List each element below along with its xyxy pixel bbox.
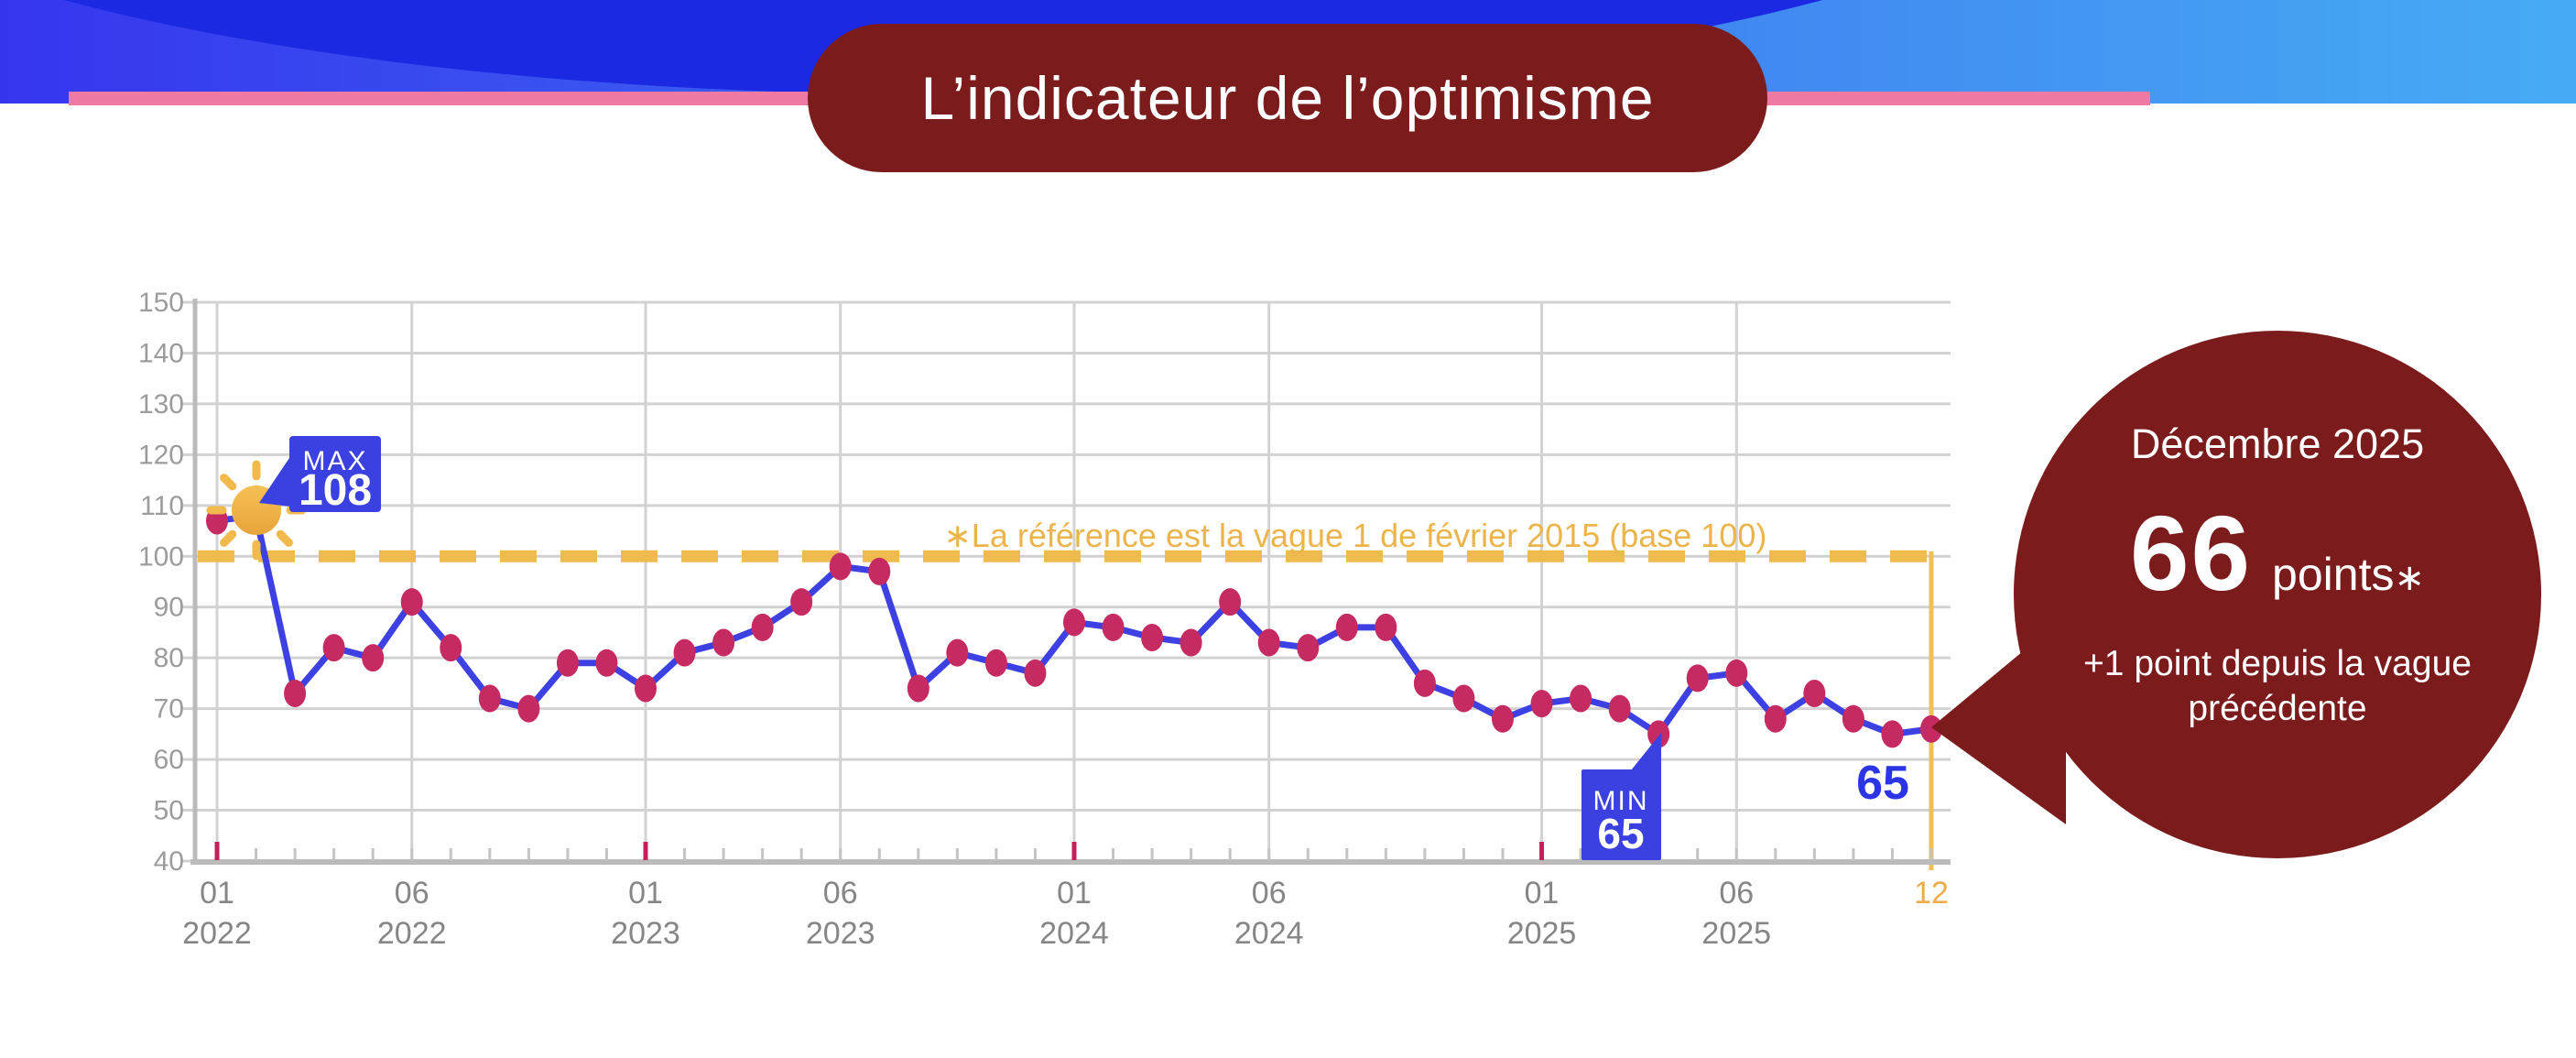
x-axis-month-label: 12 xyxy=(1914,876,1949,911)
axis-labels: 150 140 130 120 110 100 90 80 70 60 50 40 01 2022 06 20… xyxy=(138,288,1949,951)
data-point xyxy=(284,680,307,707)
data-point xyxy=(1335,613,1358,641)
data-point xyxy=(946,638,969,667)
data-point xyxy=(1530,690,1553,718)
data-point xyxy=(556,649,579,677)
data-point xyxy=(790,588,813,616)
data-point xyxy=(673,638,696,667)
x-axis-month-label: 01 xyxy=(200,876,234,911)
max-badge-value: 108 xyxy=(299,466,372,515)
result-callout-bubble: Décembre 2025 66 points∗ +1 point depuis… xyxy=(2014,331,2541,858)
data-point xyxy=(829,552,852,581)
x-axis-year-label: 2022 xyxy=(377,916,447,951)
data-point xyxy=(1375,613,1397,641)
data-point xyxy=(1257,628,1280,657)
data-point xyxy=(1570,684,1592,713)
data-point xyxy=(1024,659,1047,687)
slide-title: L’indicateur de l’optimisme xyxy=(920,64,1655,132)
min-badge: MIN 65 xyxy=(1581,733,1661,860)
data-point xyxy=(1686,664,1709,693)
data-point xyxy=(1219,588,1242,616)
x-axis-month-label: 01 xyxy=(1525,876,1560,911)
data-point xyxy=(595,649,618,677)
x-axis-year-label: 2025 xyxy=(1507,916,1577,951)
data-point xyxy=(1179,628,1202,657)
data-point xyxy=(1413,669,1436,697)
min-badge-label: MIN xyxy=(1593,786,1649,816)
data-series xyxy=(206,507,1942,748)
callout-value: 66 xyxy=(2130,494,2253,614)
data-point xyxy=(907,674,929,703)
x-axis-month-label: 06 xyxy=(1719,876,1754,911)
data-point xyxy=(400,588,423,616)
data-point xyxy=(440,634,462,662)
x-axis-month-label: 01 xyxy=(1057,876,1092,911)
y-axis-tick-label: 120 xyxy=(138,440,184,470)
data-point xyxy=(1647,720,1670,748)
data-point xyxy=(634,674,657,703)
y-axis-tick-label: 80 xyxy=(154,643,184,673)
data-point xyxy=(1842,704,1864,733)
data-point xyxy=(1102,613,1125,641)
x-axis-year-label: 2022 xyxy=(182,916,252,951)
data-point xyxy=(322,634,345,662)
y-axis-tick-label: 40 xyxy=(154,846,184,877)
data-point xyxy=(1803,680,1826,707)
data-point xyxy=(1452,684,1475,713)
axes xyxy=(190,299,1951,870)
x-axis-year-label: 2023 xyxy=(806,916,875,951)
x-axis-month-label: 06 xyxy=(1252,876,1287,911)
data-point xyxy=(712,628,735,657)
data-point xyxy=(362,644,385,672)
previous-wave-value-label: 65 xyxy=(1856,757,1909,810)
y-axis-tick-label: 100 xyxy=(138,541,184,572)
x-axis-month-label: 06 xyxy=(823,876,858,911)
data-point xyxy=(1141,624,1164,651)
y-axis-tick-label: 60 xyxy=(154,745,184,775)
data-point xyxy=(868,557,891,585)
data-point xyxy=(751,613,774,641)
data-point xyxy=(517,694,540,723)
callout-unit: points∗ xyxy=(2272,549,2425,601)
y-axis-tick-label: 150 xyxy=(138,288,184,318)
data-point xyxy=(984,649,1007,677)
y-axis-tick-label: 130 xyxy=(138,389,184,420)
callout-value-row: 66 points∗ xyxy=(2130,492,2425,615)
y-axis-tick-label: 110 xyxy=(140,491,184,521)
x-axis-year-label: 2024 xyxy=(1234,916,1304,951)
data-point xyxy=(1725,659,1748,687)
y-axis-tick-label: 90 xyxy=(154,593,184,623)
x-axis-year-label: 2024 xyxy=(1039,916,1109,951)
data-point xyxy=(1297,634,1320,662)
data-point xyxy=(1608,694,1631,723)
x-axis-year-label: 2025 xyxy=(1701,916,1771,951)
y-axis-tick-label: 70 xyxy=(154,694,184,725)
x-axis-month-label: 01 xyxy=(628,876,663,911)
min-badge-value: 65 xyxy=(1597,810,1644,857)
data-point xyxy=(1491,704,1514,733)
x-axis-year-label: 2023 xyxy=(611,916,680,951)
callout-delta: +1 point depuis la vague précédente xyxy=(2083,644,2472,728)
x-axis-month-label: 06 xyxy=(395,876,429,911)
data-point xyxy=(478,684,501,713)
data-point xyxy=(1062,608,1085,637)
callout-date: Décembre 2025 xyxy=(2130,420,2425,468)
data-point xyxy=(1919,714,1942,743)
slide-title-capsule: L’indicateur de l’optimisme xyxy=(808,24,1767,172)
y-axis-tick-label: 140 xyxy=(138,338,184,368)
data-point xyxy=(1881,720,1904,748)
asterisk: ∗ xyxy=(2394,558,2425,599)
data-point xyxy=(1764,704,1787,733)
baseline-annotation: ∗La référence est la vague 1 de février … xyxy=(944,517,1767,554)
max-badge: MAX 108 xyxy=(259,436,381,515)
y-axis-tick-label: 50 xyxy=(154,796,184,826)
gridlines xyxy=(181,300,1951,863)
max-badge-label: MAX xyxy=(302,446,367,476)
